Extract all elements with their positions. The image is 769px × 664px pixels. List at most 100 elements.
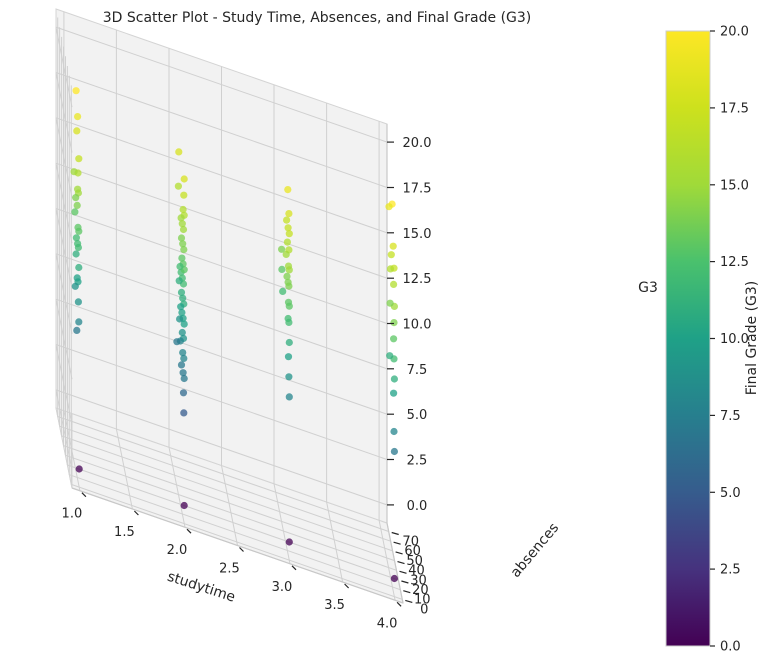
- data-point: [278, 245, 286, 253]
- data-point: [75, 155, 83, 163]
- data-point: [278, 265, 286, 273]
- data-point: [284, 298, 293, 306]
- y-grid-floor: [61, 435, 393, 552]
- chart-title: 3D Scatter Plot - Study Time, Absences, …: [103, 10, 532, 26]
- colorbar-tick-label: 10.0: [720, 332, 749, 347]
- data-point: [284, 186, 292, 194]
- data-point: [284, 278, 292, 286]
- y-axis-line: [386, 522, 404, 604]
- z-tick-label: 2.5: [407, 454, 428, 469]
- z-grid-back: [55, 344, 388, 460]
- x-tick-label: 2.5: [219, 562, 240, 577]
- data-point: [75, 263, 83, 272]
- x-tick-mark: [81, 492, 87, 498]
- data-point: [178, 328, 186, 337]
- z-grid-back: [55, 162, 388, 279]
- y-axis-label: absences: [508, 520, 563, 581]
- y-tick-label: 50: [406, 554, 423, 569]
- colorbar-tick-label: 2.5: [720, 563, 741, 578]
- data-point: [285, 230, 293, 238]
- data-point: [284, 262, 293, 270]
- x-tick-label: 3.5: [324, 598, 345, 613]
- x-tick-label: 3.0: [272, 580, 293, 595]
- x-tick-mark: [344, 583, 350, 589]
- x-tick-mark: [396, 601, 402, 607]
- data-point: [283, 238, 291, 246]
- data-point: [176, 262, 184, 271]
- data-point: [74, 113, 82, 121]
- data-point: [179, 294, 187, 302]
- data-point: [385, 203, 393, 211]
- data-point: [72, 250, 80, 258]
- z-grid-left: [55, 299, 73, 380]
- data-point: [285, 338, 293, 347]
- data-point: [178, 308, 186, 317]
- y-tick-mark: [395, 551, 403, 555]
- data-point: [177, 288, 186, 296]
- data-point: [390, 280, 398, 288]
- z-grid-back: [55, 117, 388, 234]
- colorbar-label: Final Grade (G3): [744, 281, 760, 396]
- y-tick-mark: [397, 561, 405, 565]
- data-point: [279, 287, 287, 295]
- data-point: [390, 319, 398, 327]
- z-tick-label: 17.5: [403, 182, 432, 197]
- colorbar-tick-label: 5.0: [720, 486, 741, 501]
- data-point: [179, 389, 188, 397]
- colorbar-tick-label: 0.0: [720, 640, 741, 655]
- data-point: [390, 447, 398, 456]
- x-tick-mark: [186, 528, 192, 534]
- y-tick-label: 20: [412, 583, 429, 598]
- axis-panes: [55, 8, 404, 604]
- data-point: [180, 175, 188, 183]
- x-tick-mark: [291, 565, 297, 571]
- z-grid-left: [55, 27, 73, 108]
- z-grid-back: [55, 72, 388, 188]
- data-point: [72, 234, 80, 242]
- data-point: [176, 315, 184, 323]
- data-point: [178, 254, 186, 262]
- z-tick-label: 15.0: [403, 227, 432, 242]
- data-point: [179, 369, 187, 377]
- data-point: [173, 338, 181, 346]
- z-tick-label: 10.0: [403, 318, 432, 333]
- data-point: [285, 393, 293, 401]
- z-grid-left: [55, 208, 73, 289]
- x-tick-label: 2.0: [167, 543, 188, 558]
- data-point: [73, 201, 81, 209]
- z-grid-back: [55, 208, 388, 324]
- y-tick-mark: [393, 541, 401, 545]
- data-point: [74, 298, 82, 306]
- data-point: [180, 320, 188, 328]
- data-point: [178, 220, 186, 228]
- x-tick-mark: [133, 510, 139, 516]
- z-grid-left: [55, 344, 73, 425]
- data-point: [73, 127, 81, 135]
- colorbar-tick-label: 17.5: [720, 101, 749, 116]
- data-point: [389, 242, 397, 250]
- y-tick-label: 0: [420, 602, 428, 617]
- z-grid-back: [55, 26, 388, 143]
- data-point: [390, 375, 398, 383]
- x-tick-mark: [239, 547, 244, 552]
- data-point: [390, 335, 398, 343]
- y-grid-floor: [63, 445, 395, 562]
- colorbar-tick-label: 7.5: [720, 409, 741, 424]
- scatter-points: [70, 87, 398, 583]
- y-tick-mark: [405, 599, 413, 603]
- colorbar-tick-label: 20.0: [720, 25, 749, 40]
- data-point: [285, 538, 293, 546]
- z-grid-back: [55, 298, 388, 415]
- z-grid-left: [55, 253, 73, 334]
- data-point: [390, 427, 398, 436]
- z-grid-left: [55, 117, 73, 198]
- data-point: [386, 299, 394, 307]
- data-point: [70, 168, 78, 176]
- z-grid-left: [55, 163, 73, 244]
- data-point: [175, 277, 183, 285]
- data-point: [71, 208, 79, 216]
- data-point: [390, 574, 398, 583]
- grid-lines: [55, 11, 403, 601]
- y-tick-mark: [403, 590, 411, 594]
